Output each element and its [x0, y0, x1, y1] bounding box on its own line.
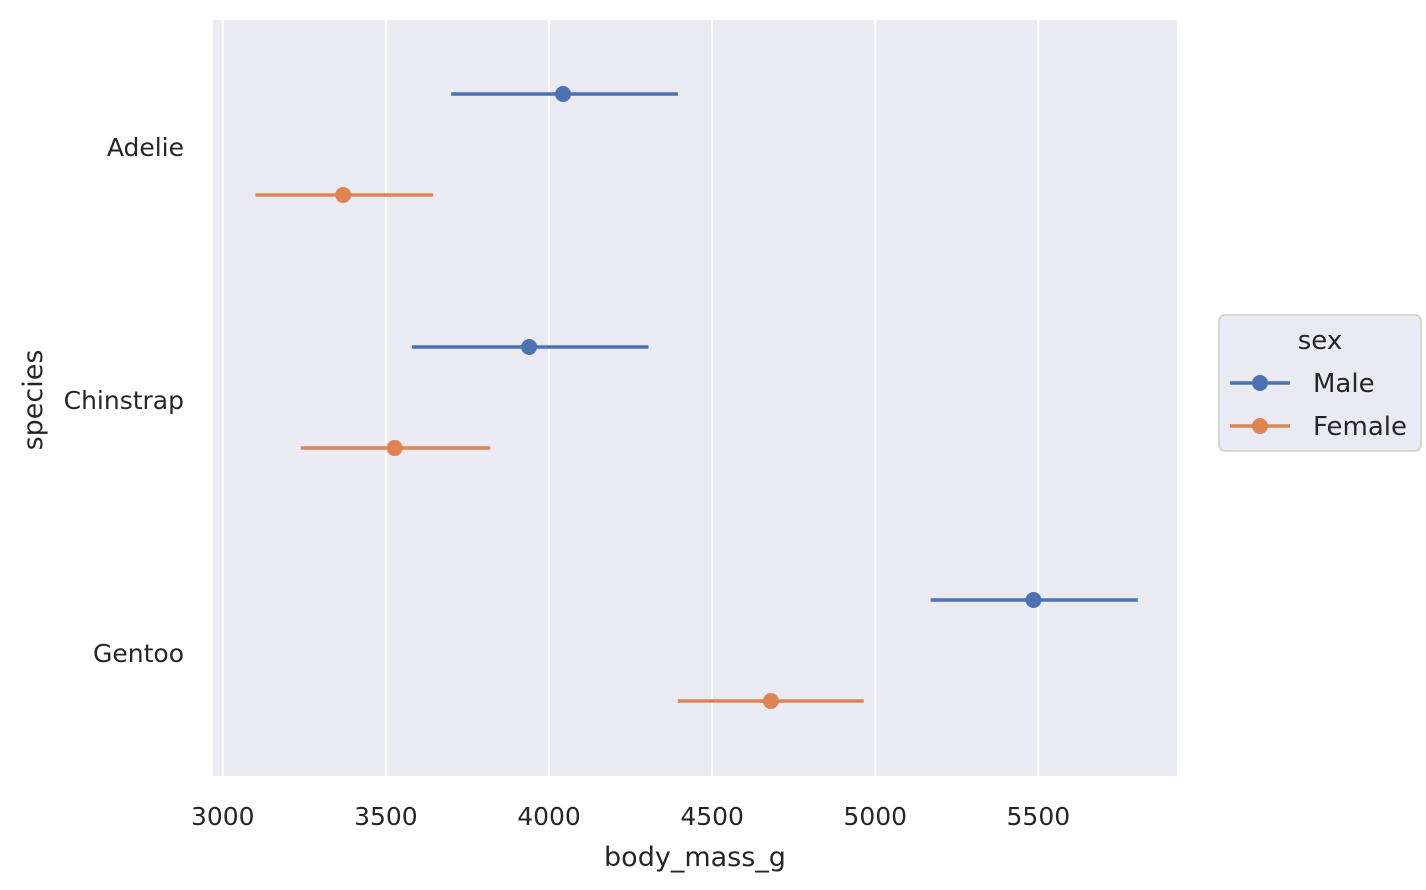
legend: sex Male Female	[1218, 314, 1422, 452]
x-tick-label-3000: 3000	[191, 802, 255, 831]
x-tick-labels: 3000 3500 4000 4500 5000 5500	[191, 802, 1070, 831]
legend-marker-male	[1252, 375, 1268, 391]
y-tick-label-gentoo: Gentoo	[93, 639, 184, 668]
y-axis-label: species	[18, 350, 49, 451]
plot-background	[213, 20, 1177, 776]
point-male-gentoo	[1025, 592, 1042, 608]
point-male-adelie	[555, 86, 572, 102]
y-tick-label-chinstrap: Chinstrap	[64, 386, 184, 415]
x-tick-label-4000: 4000	[517, 802, 581, 831]
point-female-gentoo	[762, 693, 779, 709]
legend-label-male: Male	[1313, 369, 1375, 399]
gridlines	[221, 20, 1040, 776]
x-axis-label: body_mass_g	[604, 842, 786, 873]
data-marks	[255, 86, 1138, 709]
x-tick-label-5000: 5000	[843, 802, 907, 831]
y-tick-labels: Adelie Chinstrap Gentoo	[64, 133, 184, 668]
legend-entries: Male Female	[1230, 369, 1407, 442]
x-tick-label-5500: 5500	[1007, 802, 1071, 831]
x-tick-label-4500: 4500	[680, 802, 744, 831]
point-female-adelie	[335, 187, 352, 203]
legend-label-female: Female	[1313, 412, 1407, 442]
legend-box	[1218, 314, 1422, 452]
legend-marker-female	[1252, 418, 1268, 434]
legend-title: sex	[1298, 326, 1342, 356]
point-female-chinstrap	[386, 440, 403, 456]
point-male-chinstrap	[521, 339, 538, 355]
x-tick-label-3500: 3500	[354, 802, 418, 831]
y-tick-label-adelie: Adelie	[107, 133, 184, 162]
